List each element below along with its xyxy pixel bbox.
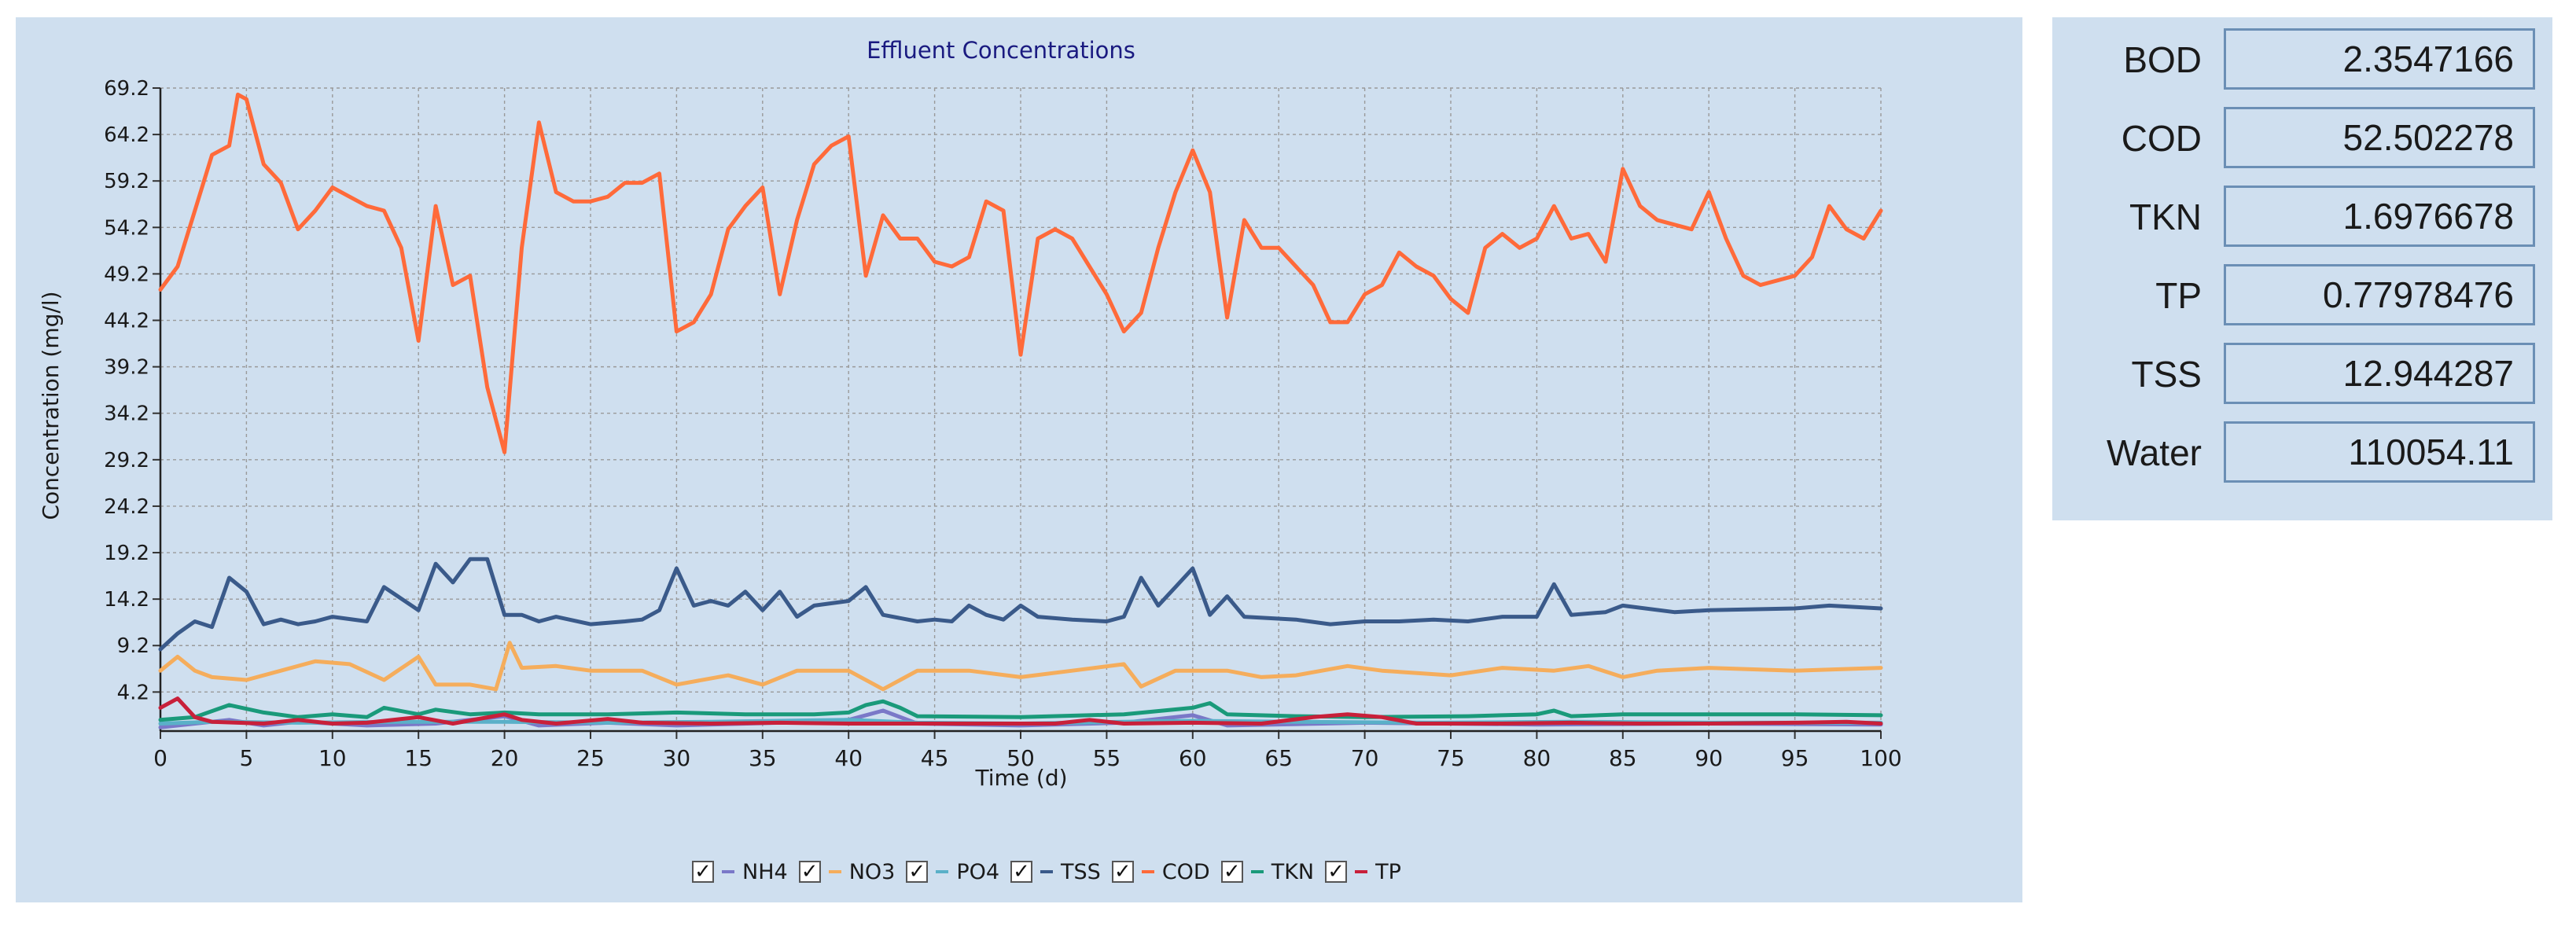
x-tick-label: 65 — [1264, 745, 1293, 771]
values-panel: BOD 2.3547166 COD 52.502278 TKN 1.6976678 TP 0.… — [2052, 17, 2552, 520]
x-tick-label: 90 — [1695, 745, 1723, 771]
y-tick-label: 54.2 — [104, 216, 149, 240]
x-tick-label: 85 — [1609, 745, 1637, 771]
legend-checkbox-no3[interactable]: ✓ — [798, 861, 821, 883]
value-field-water[interactable]: 110054.11 — [2224, 421, 2535, 483]
y-tick-label: 69.2 — [104, 77, 149, 101]
legend-item-tss[interactable]: ✓ TSS — [1010, 860, 1101, 884]
x-tick-label: 75 — [1437, 745, 1465, 771]
value-label: TSS — [2131, 354, 2202, 395]
legend-label: PO4 — [956, 859, 1000, 884]
x-tick-label: 95 — [1781, 745, 1809, 771]
legend-checkbox-cod[interactable]: ✓ — [1111, 861, 1134, 883]
y-tick-label: 59.2 — [104, 170, 149, 193]
y-tick-label: 64.2 — [104, 123, 149, 147]
value-label: TKN — [2129, 197, 2202, 237]
y-axis-ticks: 4.2 9.2 14.2 19.2 24.2 29.2 34.2 39.2 44.2 49.2 54… — [104, 77, 149, 704]
axes — [153, 87, 1882, 739]
legend-label: TP — [1375, 859, 1401, 884]
legend-checkbox-po4[interactable]: ✓ — [906, 861, 929, 883]
x-tick-label: 10 — [318, 745, 347, 771]
y-tick-label: 49.2 — [104, 263, 149, 286]
legend-checkbox-tkn[interactable]: ✓ — [1220, 861, 1243, 883]
legend-label: COD — [1161, 859, 1210, 884]
x-tick-label: 0 — [153, 745, 167, 771]
line-chart: Effluent Concentrations 4.2 9.2 14.2 19.2 24… — [38, 37, 1902, 791]
value-field-tp[interactable]: 0.77978476 — [2224, 264, 2535, 325]
legend-checkbox-nh4[interactable]: ✓ — [692, 861, 714, 883]
value-row-tkn: TKN 1.6976678 — [2052, 182, 2552, 252]
x-tick-label: 5 — [239, 745, 253, 771]
x-tick-label: 40 — [834, 745, 863, 771]
y-tick-label: 19.2 — [104, 542, 149, 565]
grid — [160, 87, 1882, 731]
legend-label: NO3 — [848, 859, 896, 884]
legend-checkbox-tp[interactable]: ✓ — [1325, 861, 1348, 883]
x-tick-label: 20 — [491, 745, 519, 771]
y-axis-label: Concentration (mg/l) — [38, 291, 64, 520]
x-tick-label: 35 — [749, 745, 777, 771]
y-tick-label: 4.2 — [117, 681, 149, 704]
legend-item-tp[interactable]: ✓ TP — [1325, 860, 1401, 884]
value-label: BOD — [2123, 39, 2202, 80]
chart-title: Effluent Concentrations — [867, 37, 1135, 64]
series-line-tss — [158, 557, 1883, 652]
legend-item-no3[interactable]: ✓ NO3 — [798, 859, 896, 884]
legend-swatch — [1040, 870, 1054, 873]
y-tick-label: 39.2 — [104, 356, 149, 380]
value-label: COD — [2121, 118, 2202, 159]
value-row-cod: COD 52.502278 — [2052, 104, 2552, 173]
value-field-tss[interactable]: 12.944287 — [2224, 343, 2535, 404]
value-label: Water — [2107, 432, 2202, 473]
y-tick-label: 24.2 — [104, 495, 149, 519]
x-tick-label: 15 — [404, 745, 432, 771]
value-field-bod[interactable]: 2.3547166 — [2224, 28, 2535, 90]
value-label: TP — [2155, 275, 2202, 316]
legend-item-cod[interactable]: ✓ COD — [1111, 859, 1210, 884]
legend-swatch — [936, 870, 949, 873]
y-tick-label: 29.2 — [104, 449, 149, 472]
legend-label: TSS — [1061, 859, 1101, 884]
series-line-tp — [158, 696, 1883, 726]
legend-swatch — [1250, 870, 1264, 873]
legend-item-tkn[interactable]: ✓ TKN — [1220, 859, 1315, 884]
value-field-cod[interactable]: 52.502278 — [2224, 107, 2535, 168]
y-tick-label: 9.2 — [117, 634, 149, 658]
legend-swatch — [722, 870, 734, 873]
x-tick-label: 60 — [1179, 745, 1207, 771]
series-layer — [158, 92, 1883, 729]
legend-label: TKN — [1271, 859, 1315, 884]
x-tick-label: 45 — [921, 745, 949, 771]
y-tick-label: 14.2 — [104, 588, 149, 612]
y-tick-label: 44.2 — [104, 310, 149, 333]
value-row-bod: BOD 2.3547166 — [2052, 25, 2552, 94]
value-row-tss: TSS 12.944287 — [2052, 340, 2552, 409]
series-line-tkn — [158, 699, 1883, 722]
x-tick-label: 70 — [1351, 745, 1379, 771]
x-tick-label: 80 — [1523, 745, 1551, 771]
legend-label: NH4 — [742, 859, 788, 884]
x-tick-label: 55 — [1093, 745, 1121, 771]
legend-item-nh4[interactable]: ✓ NH4 — [692, 860, 788, 884]
series-line-cod — [158, 92, 1883, 454]
legend: ✓ NH4 ✓ NO3 ✓ PO4 ✓ TSS ✓ COD ✓ TKN ✓ TP — [692, 854, 1412, 889]
series-line-no3 — [158, 641, 1883, 692]
legend-checkbox-tss[interactable]: ✓ — [1010, 861, 1033, 883]
x-tick-label: 30 — [663, 745, 691, 771]
value-row-tp: TP 0.77978476 — [2052, 261, 2552, 330]
x-tick-label: 25 — [576, 745, 605, 771]
x-axis-ticks: 0 5 10 15 20 25 30 35 40 45 50 55 60 65 70 75 80 85 90 95 10… — [153, 745, 1902, 771]
chart-panel: Effluent Concentrations 4.2 9.2 14.2 19.2 24… — [16, 17, 2022, 902]
legend-swatch — [1141, 870, 1154, 873]
value-row-water: Water 110054.11 — [2052, 418, 2552, 487]
legend-swatch — [828, 870, 841, 873]
x-tick-label: 50 — [1006, 745, 1035, 771]
x-tick-label: 100 — [1860, 745, 1901, 771]
x-axis-label: Time (d) — [974, 765, 1067, 791]
y-tick-label: 34.2 — [104, 402, 149, 426]
value-field-tkn[interactable]: 1.6976678 — [2224, 186, 2535, 247]
legend-item-po4[interactable]: ✓ PO4 — [906, 860, 999, 884]
legend-swatch — [1355, 870, 1368, 873]
